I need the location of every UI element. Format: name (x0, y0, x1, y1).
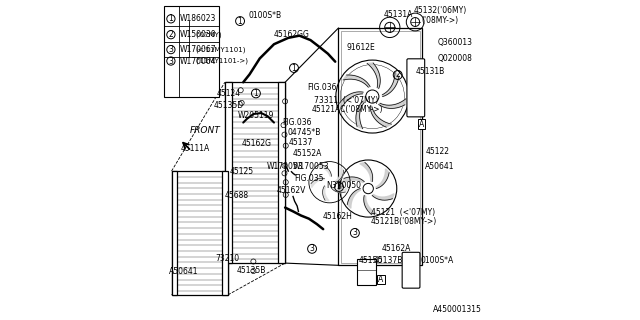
Text: A50641: A50641 (170, 267, 199, 276)
Bar (341, 31, 420, 263)
Polygon shape (343, 75, 370, 87)
Text: 45162H: 45162H (323, 212, 353, 221)
Text: 04745*B: 04745*B (287, 128, 321, 137)
Text: 45688: 45688 (224, 191, 248, 200)
Text: 3: 3 (353, 228, 357, 237)
Polygon shape (372, 194, 394, 200)
Polygon shape (370, 107, 392, 127)
Text: ('11MY1101->): ('11MY1101->) (196, 58, 249, 64)
Text: FIG.035: FIG.035 (294, 174, 324, 183)
Polygon shape (360, 163, 372, 182)
Text: 45162GG: 45162GG (274, 30, 310, 39)
Text: A: A (419, 120, 424, 129)
Text: ('08MY->): ('08MY->) (422, 16, 459, 25)
Text: W150030: W150030 (180, 30, 216, 39)
Bar (172, 171, 177, 295)
Text: 1: 1 (237, 17, 243, 26)
Bar (357, 259, 376, 285)
Text: 45121B('08MY->): 45121B('08MY->) (371, 217, 437, 226)
Text: 91612E: 91612E (347, 43, 376, 52)
Text: 45135B: 45135B (237, 266, 266, 275)
Text: W170053: W170053 (267, 163, 303, 172)
Text: W170064: W170064 (180, 57, 216, 66)
Text: ('07MY): ('07MY) (196, 31, 222, 38)
Text: 3: 3 (168, 45, 173, 54)
Text: A: A (378, 275, 383, 284)
Bar (278, 82, 285, 263)
Text: 73210: 73210 (215, 254, 239, 263)
Text: 45121AC('08MY->): 45121AC('08MY->) (312, 105, 383, 114)
Text: 1: 1 (168, 14, 173, 23)
Text: N370050: N370050 (326, 181, 362, 190)
Text: 2: 2 (168, 30, 173, 39)
FancyBboxPatch shape (407, 59, 425, 117)
Bar (164, 6, 220, 97)
Text: W205119: W205119 (237, 111, 274, 120)
Text: 45137: 45137 (288, 138, 312, 147)
Polygon shape (356, 101, 364, 129)
Circle shape (363, 183, 373, 194)
Text: 45132('06MY): 45132('06MY) (413, 6, 467, 15)
Text: 0100S*B: 0100S*B (248, 11, 282, 20)
Text: 45152A: 45152A (293, 149, 323, 158)
Text: 45121  (<'07MY): 45121 (<'07MY) (371, 208, 435, 217)
Circle shape (366, 90, 379, 103)
Polygon shape (311, 178, 324, 188)
Bar (339, 28, 422, 265)
Polygon shape (319, 165, 332, 176)
Text: FIG.036: FIG.036 (283, 118, 312, 127)
Text: 45162A: 45162A (382, 244, 412, 253)
Polygon shape (342, 177, 364, 183)
Polygon shape (323, 186, 329, 201)
Bar (225, 82, 285, 263)
Text: A450001315: A450001315 (433, 305, 481, 314)
Polygon shape (379, 99, 406, 108)
Polygon shape (339, 92, 363, 109)
Bar (418, 119, 426, 129)
Text: 45122: 45122 (426, 147, 449, 156)
Bar (172, 171, 228, 295)
Text: 3: 3 (337, 182, 342, 191)
Text: 45131B: 45131B (415, 67, 444, 76)
Polygon shape (376, 169, 389, 188)
Text: W186023: W186023 (180, 14, 216, 23)
Text: 3: 3 (168, 57, 173, 66)
Text: FRONT: FRONT (189, 126, 220, 135)
Polygon shape (382, 72, 399, 97)
Text: 1: 1 (253, 89, 259, 98)
Bar (222, 171, 228, 295)
Text: Q020008: Q020008 (437, 54, 472, 63)
FancyBboxPatch shape (402, 252, 420, 288)
Polygon shape (335, 167, 344, 182)
Text: 3: 3 (310, 244, 314, 253)
Text: 45162V: 45162V (276, 186, 306, 195)
Text: 2: 2 (396, 70, 400, 79)
Text: 1: 1 (292, 63, 296, 73)
Polygon shape (364, 196, 376, 215)
Text: 45135D: 45135D (214, 100, 244, 110)
Text: 45162G: 45162G (242, 139, 271, 148)
Polygon shape (332, 188, 347, 193)
Text: W170067: W170067 (180, 45, 216, 54)
Text: 45111A: 45111A (180, 144, 210, 153)
Text: A50641: A50641 (426, 163, 455, 172)
Polygon shape (348, 188, 360, 208)
Bar (225, 82, 232, 263)
Text: 0100S*A: 0100S*A (421, 256, 454, 265)
Text: 73311  (<'07MY): 73311 (<'07MY) (314, 96, 378, 105)
Text: W170053: W170053 (293, 163, 330, 172)
Text: 45150: 45150 (358, 256, 383, 265)
Text: 45125: 45125 (229, 167, 253, 176)
Bar (377, 275, 385, 284)
Text: 45131A: 45131A (383, 10, 413, 19)
Text: FIG.036: FIG.036 (307, 83, 337, 92)
Text: 45137B: 45137B (373, 256, 403, 265)
Text: (<'11MY1101): (<'11MY1101) (196, 46, 246, 53)
Text: 45124: 45124 (217, 89, 241, 98)
Polygon shape (367, 63, 380, 89)
Text: Q360013: Q360013 (437, 38, 472, 47)
